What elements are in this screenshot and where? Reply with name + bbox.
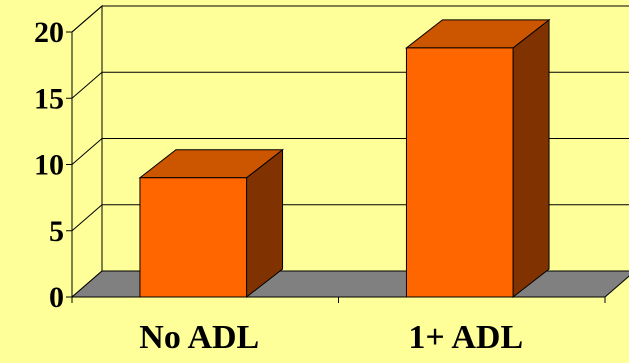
y-axis: 0 5 10 15 20 [34,16,73,314]
bar-side [512,18,550,299]
y-tick-label: 5 [49,215,64,248]
category-label: 1+ ADL [408,319,523,356]
gridline [71,5,629,33]
x-axis [71,296,606,303]
bars [138,18,551,299]
y-tick-label: 20 [34,16,64,49]
bar-front [405,47,514,298]
bar-front [139,177,248,298]
y-tick-label: 10 [34,149,64,182]
y-tick-label: 15 [34,82,64,115]
bar [404,18,551,299]
bar [138,148,285,299]
category-labels: No ADL 1+ ADL [139,319,523,356]
y-tick-label: 0 [49,281,64,314]
category-label: No ADL [139,319,259,356]
